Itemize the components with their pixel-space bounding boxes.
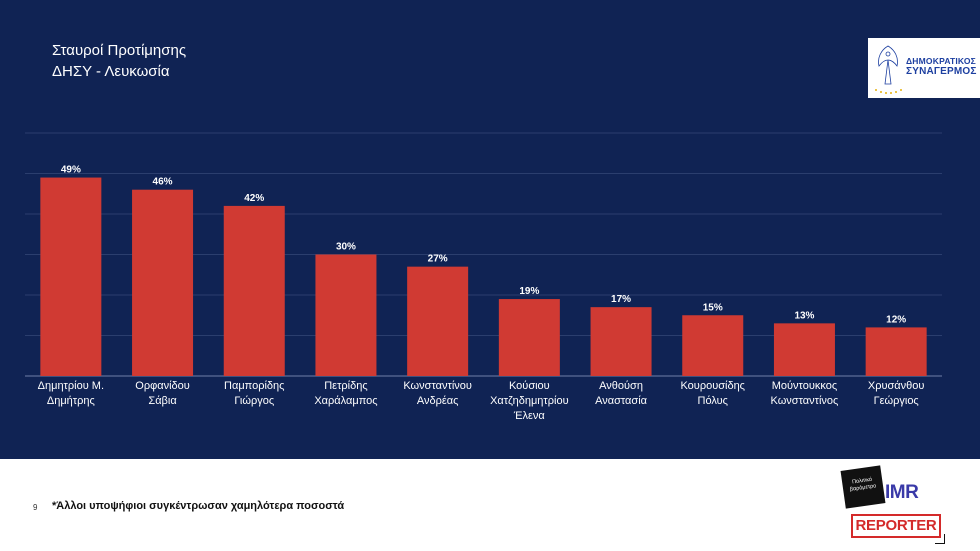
category-label-line: Χατζηδημητρίου — [490, 395, 569, 407]
corner-mark-icon — [935, 534, 945, 544]
bar — [865, 327, 927, 376]
category-label-line: Κωνσταντίνου — [403, 380, 472, 392]
page-number: 9 — [33, 503, 38, 512]
winged-victory-icon — [875, 45, 902, 94]
title-line-1: Σταυροί Προτίμησης — [52, 42, 187, 59]
value-labels-layer: 49% 46% 42% 30% 27% 19% 17% 15% 13% 12% — [61, 165, 906, 326]
logo-text-line-2: ΣΥΝΑΓΕΡΜΟΣ — [906, 66, 977, 77]
category-label-line: Χαράλαμπος — [314, 395, 377, 407]
category-label-line: Γεώργιος — [874, 395, 919, 407]
bar-value-label: 19% — [519, 286, 539, 297]
bar — [590, 307, 652, 376]
category-label: Δημητρίου Μ. Δημήτρης — [38, 380, 104, 407]
category-label-line: Δημήτρης — [47, 395, 95, 407]
category-label-line: Πετρίδης — [324, 380, 367, 392]
chart-panel: Σταυροί Προτίμησης ΔΗΣΥ - Λευκωσία ΔΗΜΟΚ… — [0, 0, 980, 459]
category-label-line: Μούντουκκος — [772, 380, 837, 392]
bar — [223, 205, 285, 376]
footnote: *Άλλοι υποψήφιοι συγκέντρωσαν χαμηλότερα… — [52, 500, 345, 512]
title-line-2: ΔΗΣΥ - Λευκωσία — [52, 63, 170, 80]
bar — [407, 266, 469, 376]
bar — [132, 189, 194, 376]
bar-value-label: 27% — [428, 254, 448, 265]
category-label: Χρυσάνθου Γεώργιος — [868, 380, 925, 407]
category-label-line: Γιώργος — [234, 395, 274, 407]
bar-value-label: 30% — [336, 242, 356, 253]
category-label: Ορφανίδου Σάβια — [135, 380, 190, 407]
bar — [498, 299, 560, 376]
category-label: Πετρίδης Χαράλαμπος — [314, 380, 377, 407]
imr-logo: IMR — [885, 482, 919, 504]
bar-value-label: 42% — [244, 193, 264, 204]
category-label-line: Χρυσάνθου — [868, 380, 925, 392]
bar — [773, 323, 835, 376]
category-label-line: Κουρουσίδης — [680, 380, 745, 392]
bar-chart: 49% 46% 42% 30% 27% 19% 17% 15% 13% 12% Δημητρίου… — [25, 132, 942, 422]
category-label: Μούντουκκος Κωνσταντίνος — [771, 380, 839, 407]
category-label: Κουρουσίδης Πόλυς — [680, 380, 745, 407]
bar — [315, 254, 377, 376]
category-labels-layer: Δημητρίου Μ. Δημήτρης Ορφανίδου Σάβια Παμπορ… — [38, 380, 925, 422]
category-label-line: Κωνσταντίνος — [771, 395, 839, 407]
bar-value-label: 17% — [611, 294, 631, 305]
bar — [40, 177, 102, 376]
bar-value-label: 13% — [794, 310, 814, 321]
bar-value-label: 15% — [703, 302, 723, 313]
category-label-line: Πόλυς — [698, 395, 728, 407]
category-label-line: Δημητρίου Μ. — [38, 380, 104, 392]
category-label-line: Παμπορίδης — [224, 380, 284, 392]
category-label-line: Ορφανίδου — [135, 380, 190, 392]
category-label-line: Σάβια — [148, 395, 177, 407]
bar — [682, 315, 744, 376]
category-label: Παμπορίδης Γιώργος — [224, 380, 284, 407]
category-label-line: Αναστασία — [595, 395, 648, 407]
category-label-line: Ανθούση — [599, 380, 643, 392]
category-label-line: Ανδρέας — [417, 395, 459, 407]
politiko-barometro-badge: Πολιτικό βαρόμετρο — [840, 465, 886, 509]
chart-title: Σταυροί Προτίμησης ΔΗΣΥ - Λευκωσία — [52, 40, 186, 82]
category-label: Κούσιου Χατζηδημητρίου Έλενα — [490, 380, 569, 422]
bar-value-label: 49% — [61, 165, 81, 176]
category-label-line: Κούσιου — [509, 380, 550, 392]
reporter-logo: REPORTER — [851, 514, 941, 538]
category-label-line: Έλενα — [513, 410, 546, 422]
bars-layer — [40, 177, 927, 376]
bar-value-label: 12% — [886, 314, 906, 325]
category-label: Ανθούση Αναστασία — [595, 380, 648, 407]
category-label: Κωνσταντίνου Ανδρέας — [403, 380, 472, 407]
bar-value-label: 46% — [153, 177, 173, 188]
party-logo: ΔΗΜΟΚΡΑΤΙΚΟΣ ΣΥΝΑΓΕΡΜΟΣ — [868, 38, 980, 98]
logo-text-line-1: ΔΗΜΟΚΡΑΤΙΚΟΣ — [906, 56, 976, 66]
imr-logo-text: IMR — [885, 482, 919, 503]
